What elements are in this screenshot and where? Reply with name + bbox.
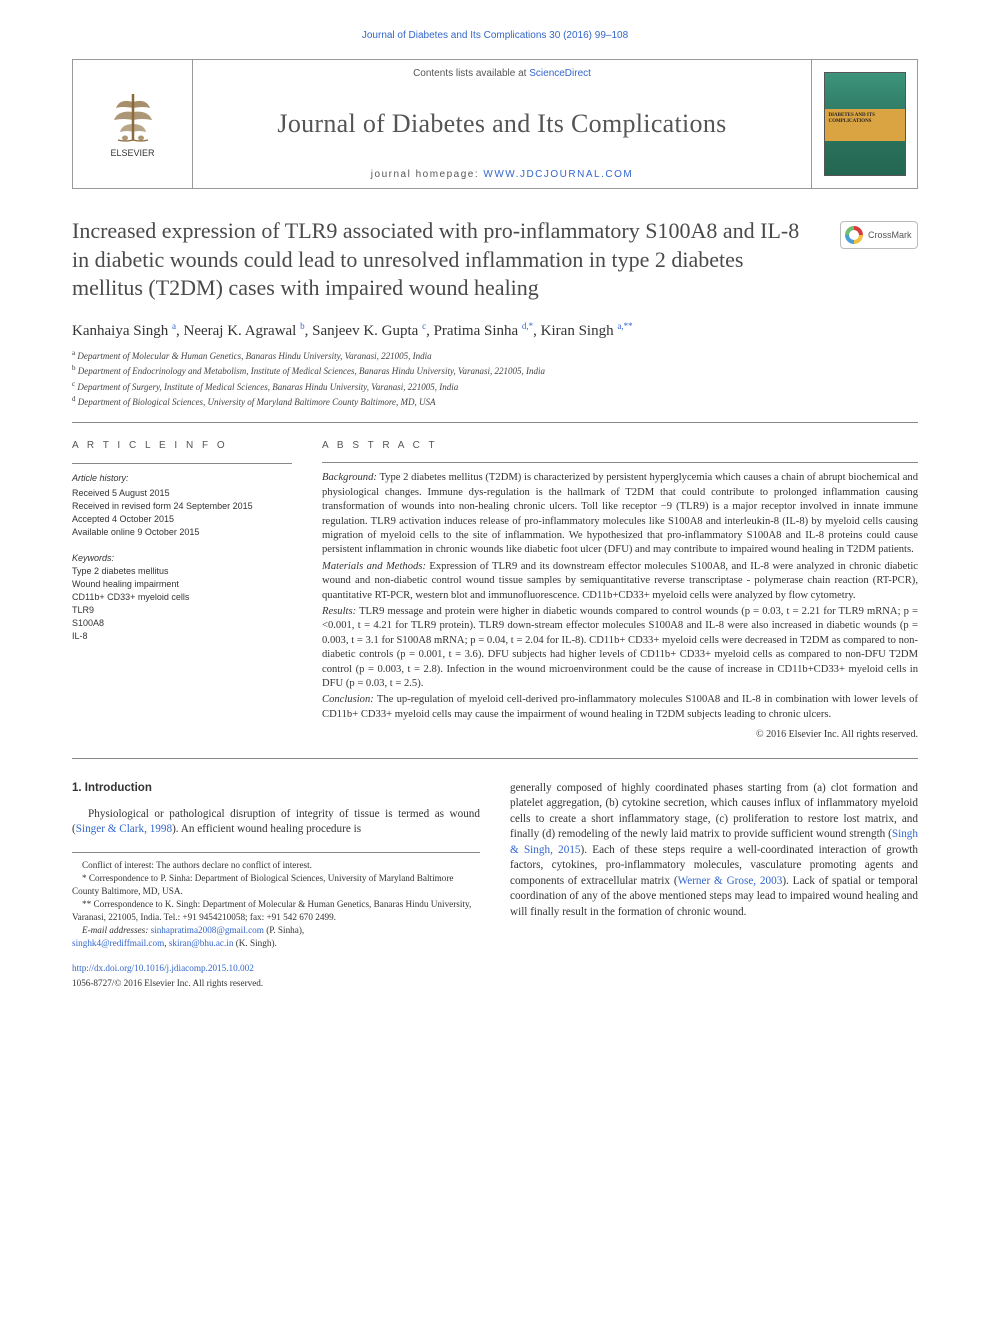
email-sinha[interactable]: sinhapratima2008@gmail.com — [151, 925, 264, 935]
divider — [72, 422, 918, 423]
results-text: TLR9 message and protein were higher in … — [322, 606, 918, 689]
background-label: Background: — [322, 472, 377, 483]
journal-cover-thumbnail: DIABETES AND ITS COMPLICATIONS — [824, 72, 906, 176]
keyword: Wound healing impairment — [72, 578, 292, 591]
email-singh-2[interactable]: skiran@bhu.ac.in — [169, 938, 234, 948]
introduction-heading: 1. Introduction — [72, 781, 480, 797]
correspondence-1: * Correspondence to P. Sinha: Department… — [72, 872, 480, 898]
affiliation: b Department of Endocrinology and Metabo… — [72, 363, 918, 379]
body-column-left: 1. Introduction Physiological or patholo… — [72, 781, 480, 990]
crossmark-badge[interactable]: CrossMark — [840, 221, 918, 249]
history-item: Received 5 August 2015 — [72, 487, 292, 500]
keyword: Type 2 diabetes mellitus — [72, 565, 292, 578]
crossmark-icon — [845, 226, 863, 244]
keyword: S100A8 — [72, 617, 292, 630]
journal-homepage-line: journal homepage: WWW.JDCJOURNAL.COM — [203, 169, 801, 180]
journal-name: Journal of Diabetes and Its Complication… — [203, 109, 801, 139]
affiliation: c Department of Surgery, Institute of Me… — [72, 379, 918, 395]
body-column-right: generally composed of highly coordinated… — [510, 781, 918, 990]
article-title: Increased expression of TLR9 associated … — [72, 217, 918, 303]
elsevier-tree-icon — [110, 90, 156, 144]
keyword: TLR9 — [72, 604, 292, 617]
citation-werner-grose-2003[interactable]: Werner & Grose, 2003 — [678, 875, 783, 887]
author-list: Kanhaiya Singh a, Neeraj K. Agrawal b, S… — [72, 321, 918, 340]
running-header: Journal of Diabetes and Its Complication… — [72, 30, 918, 41]
results-label: Results: — [322, 606, 356, 617]
conflict-of-interest: Conflict of interest: The authors declar… — [72, 859, 480, 872]
crossmark-label: CrossMark — [868, 230, 912, 240]
intro-paragraph-2: generally composed of highly coordinated… — [510, 781, 918, 920]
publisher-name: ELSEVIER — [110, 148, 154, 158]
email-label: E-mail addresses: — [82, 925, 148, 935]
intro-p1-post: ). An efficient wound healing procedure … — [172, 823, 361, 835]
journal-homepage-link[interactable]: WWW.JDCJOURNAL.COM — [483, 169, 633, 180]
abstract-copyright: © 2016 Elsevier Inc. All rights reserved… — [322, 728, 918, 742]
article-info-header: A R T I C L E I N F O — [72, 439, 292, 454]
intro-p2-pre: generally composed of highly coordinated… — [510, 782, 918, 840]
publisher-logo-block: ELSEVIER — [73, 60, 193, 188]
correspondence-2: ** Correspondence to K. Singh: Departmen… — [72, 898, 480, 924]
citation-singer-clark-1998[interactable]: Singer & Clark, 1998 — [76, 823, 172, 835]
issn-copyright: 1056-8727/© 2016 Elsevier Inc. All right… — [72, 977, 480, 990]
divider — [72, 758, 918, 759]
article-history-label: Article history: — [72, 472, 292, 485]
keywords-label: Keywords: — [72, 552, 292, 565]
abstract-block: A B S T R A C T Background: Type 2 diabe… — [322, 439, 918, 742]
journal-cover-block: DIABETES AND ITS COMPLICATIONS — [811, 60, 917, 188]
abstract-header: A B S T R A C T — [322, 439, 918, 453]
history-item: Received in revised form 24 September 20… — [72, 500, 292, 513]
email-singh-who: (K. Singh). — [236, 938, 277, 948]
affiliation: a Department of Molecular & Human Geneti… — [72, 348, 918, 364]
journal-cover-title: DIABETES AND ITS COMPLICATIONS — [829, 113, 901, 124]
intro-paragraph-1: Physiological or pathological disruption… — [72, 807, 480, 838]
contents-prefix: Contents lists available at — [413, 68, 529, 79]
affiliation: d Department of Biological Sciences, Uni… — [72, 394, 918, 410]
journal-masthead: ELSEVIER Contents lists available at Sci… — [72, 59, 918, 189]
history-item: Available online 9 October 2015 — [72, 526, 292, 539]
background-text: Type 2 diabetes mellitus (T2DM) is chara… — [322, 472, 918, 555]
footnotes-block: Conflict of interest: The authors declar… — [72, 852, 480, 950]
conclusion-text: The up-regulation of myeloid cell-derive… — [322, 694, 918, 719]
history-item: Accepted 4 October 2015 — [72, 513, 292, 526]
homepage-prefix: journal homepage: — [371, 169, 484, 180]
email-singh-1[interactable]: singhk4@rediffmail.com — [72, 938, 164, 948]
email-addresses: E-mail addresses: sinhapratima2008@gmail… — [72, 924, 480, 937]
conclusion-label: Conclusion: — [322, 694, 374, 705]
methods-label: Materials and Methods: — [322, 561, 426, 572]
article-info-block: A R T I C L E I N F O Article history: R… — [72, 439, 292, 742]
keyword: CD11b+ CD33+ myeloid cells — [72, 591, 292, 604]
affiliations: a Department of Molecular & Human Geneti… — [72, 348, 918, 410]
sciencedirect-link[interactable]: ScienceDirect — [529, 68, 591, 79]
contents-available-line: Contents lists available at ScienceDirec… — [203, 68, 801, 79]
email-sinha-who: (P. Sinha), — [266, 925, 304, 935]
keyword: IL-8 — [72, 630, 292, 643]
doi-link[interactable]: http://dx.doi.org/10.1016/j.jdiacomp.201… — [72, 962, 480, 975]
